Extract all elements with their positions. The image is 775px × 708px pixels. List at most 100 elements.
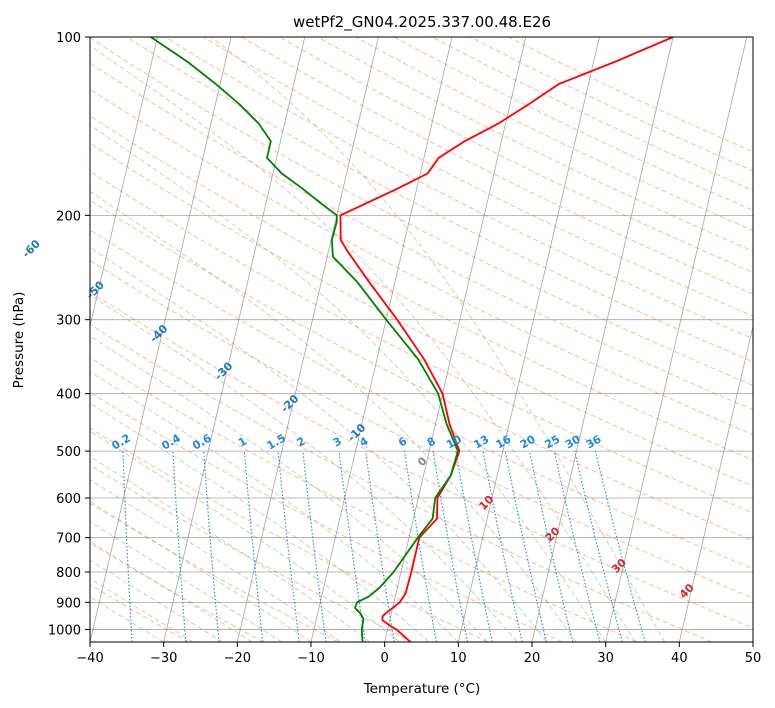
- mixing-ratio-line: [528, 450, 574, 642]
- mixing-ratio-line: [594, 450, 646, 642]
- isotherm-line: [236, 37, 379, 642]
- dry-adiabat-line: [469, 37, 753, 172]
- dewpoint-line: [150, 37, 459, 642]
- isotherm-label: 10: [476, 493, 496, 513]
- x-tick-label: −30: [150, 651, 177, 666]
- x-tick-label: 40: [671, 651, 688, 666]
- isotherm-line: [605, 37, 748, 642]
- isotherm-line: [90, 37, 158, 328]
- dry-adiabat-line: [90, 37, 753, 387]
- profiles: [150, 37, 674, 642]
- isotherm-label: -20: [278, 392, 301, 415]
- dry-adiabat-line: [90, 115, 753, 461]
- dry-adiabat-line: [90, 542, 264, 642]
- isotherm-label: -30: [212, 359, 235, 382]
- isotherm-label: -50: [84, 278, 107, 301]
- dry-adiabat-line: [355, 37, 753, 232]
- mixing-ratio-line: [243, 451, 264, 642]
- dry-adiabat-line: [241, 37, 753, 295]
- x-tick-label: 20: [524, 651, 541, 666]
- x-tick-label: −10: [297, 651, 324, 666]
- dry-adiabat-line: [90, 323, 712, 642]
- dry-adiabat-line: [90, 88, 753, 436]
- chart-title: wetPf2_GN04.2025.337.00.48.E26: [293, 13, 551, 32]
- isotherm-line: [678, 324, 753, 642]
- moist-adiabat-line: [90, 190, 577, 642]
- dry-adiabat-line: [90, 391, 563, 642]
- y-tick-label: 800: [56, 566, 81, 581]
- dry-adiabat-line: [90, 62, 753, 411]
- mixing-ratio-label: 1.5: [265, 432, 288, 453]
- dry-adiabat-line: [90, 229, 753, 570]
- y-tick-label: 400: [56, 388, 81, 403]
- mixing-ratio-line: [277, 451, 300, 642]
- moist-adiabat-line: [90, 596, 164, 642]
- y-tick-label: 900: [56, 596, 81, 611]
- dry-adiabat-line: [203, 37, 753, 317]
- moist-adiabat-line: [90, 479, 341, 642]
- mixing-ratio-label: 25: [543, 433, 563, 452]
- dry-adiabat-line: [393, 37, 753, 211]
- moist-adiabat-line: [90, 335, 489, 642]
- moist-adiabat-line: [90, 430, 400, 642]
- isotherm-label: -40: [147, 322, 170, 345]
- dry-adiabat-line: [90, 291, 753, 629]
- y-tick-label: 1000: [48, 623, 81, 638]
- moist-adiabat-line: [90, 124, 607, 642]
- y-tick-label: 500: [56, 445, 81, 460]
- grid-lines: [90, 37, 753, 642]
- y-tick-label: 100: [56, 31, 81, 46]
- moist-adiabat-line: [90, 370, 459, 642]
- isotherm-line: [310, 37, 453, 642]
- x-tick-label: 50: [745, 651, 762, 666]
- mixing-ratio-line: [203, 451, 220, 642]
- moist-adiabat-line: [90, 246, 548, 642]
- isotherm-line: [384, 37, 527, 642]
- mixing-ratio-line: [574, 450, 623, 642]
- mixing-ratio-line: [432, 451, 469, 642]
- moist-adiabat-line: [90, 294, 518, 642]
- x-tick-label: 0: [381, 651, 389, 666]
- mixing-ratio-line: [504, 450, 547, 642]
- mixing-ratio-line: [365, 451, 395, 642]
- isotherm-label: 20: [543, 524, 563, 544]
- moist-adiabat-line: [90, 500, 312, 642]
- mixing-ratio-label: 6: [396, 434, 409, 449]
- x-tick-label: 30: [597, 651, 614, 666]
- x-axis-label: Temperature (°C): [363, 681, 481, 697]
- mixing-ratio-label: 8: [425, 435, 438, 450]
- mixing-ratio-line: [482, 450, 523, 642]
- mixing-ratio-label: 36: [584, 432, 604, 451]
- dry-adiabat-line: [508, 37, 753, 153]
- y-tick-label: 700: [56, 532, 81, 547]
- plot-frame: [89, 36, 754, 643]
- mixing-ratio-label: 10: [444, 432, 464, 451]
- mixing-ratio-line: [172, 451, 187, 642]
- background-lines: [90, 37, 753, 642]
- moist-adiabat-line: [90, 578, 194, 642]
- x-tick-label: −20: [224, 651, 251, 666]
- dry-adiabat-line: [90, 170, 753, 514]
- y-axis-label: Pressure (hPa): [11, 292, 27, 389]
- dry-adiabat-line: [317, 37, 753, 252]
- mixing-ratio-line: [455, 451, 493, 642]
- y-tick-label: 600: [56, 492, 81, 507]
- isotherm-label: 40: [677, 581, 697, 601]
- mixing-ratio-label: 20: [518, 432, 538, 451]
- ticks: −40 −30 −20 −10 0 10 20 30 40 5010020030040050060…: [48, 31, 761, 666]
- mixing-ratio-label: 1: [236, 435, 249, 450]
- dry-adiabat-line: [90, 427, 488, 642]
- isotherm-line: [163, 37, 306, 642]
- iso-labels: -100-90-80-70-60-50-40-30-20-10010203040…: [20, 237, 697, 601]
- mixing-ratio-line: [553, 450, 601, 642]
- x-tick-label: 10: [450, 651, 467, 666]
- mixing-ratio-label: 0.4: [159, 431, 183, 452]
- mixing-ratio-label: 16: [494, 432, 514, 451]
- mixing-ratio-label: 0.2: [109, 432, 132, 453]
- dry-adiabat-line: [431, 37, 753, 191]
- isotherm-label: -60: [20, 237, 43, 260]
- dry-adiabat-line: [90, 464, 414, 642]
- y-tick-label: 200: [56, 209, 81, 224]
- dry-adiabat-line: [126, 37, 753, 363]
